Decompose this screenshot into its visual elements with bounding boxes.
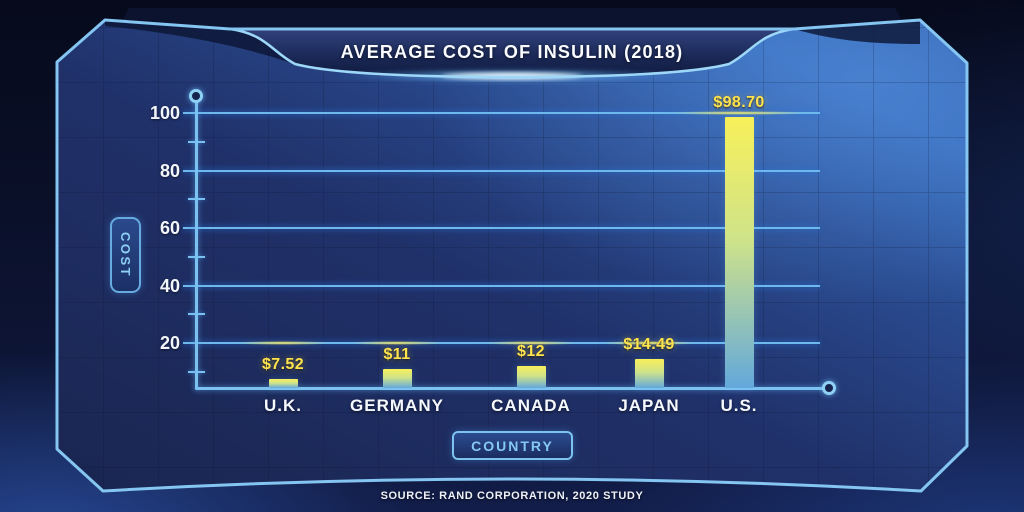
gridline-60 xyxy=(183,227,820,229)
gridline-100 xyxy=(183,112,820,114)
bar-value-uk: $7.52 xyxy=(261,355,305,373)
bar-canada xyxy=(516,366,546,388)
x-axis-title-tag: COUNTRY xyxy=(452,431,573,460)
top-strip xyxy=(117,8,907,30)
banner-shadow-right xyxy=(794,21,920,44)
x-tick-label-japan: JAPAN xyxy=(618,396,680,415)
y-tick-label-40: 40 xyxy=(159,275,180,296)
y-axis-title-tag: COST xyxy=(110,217,141,293)
y-tick-label-60: 60 xyxy=(159,218,180,238)
bar-value-japan: $14.49 xyxy=(623,335,675,353)
gridline-glow-germany xyxy=(352,341,442,345)
x-tick-label-canada: CANADA xyxy=(491,396,571,415)
x-tick-label-germany: GERMANY xyxy=(350,396,444,415)
source-note: SOURCE: RAND CORPORATION, 2020 STUDY xyxy=(380,490,644,502)
bar-germany xyxy=(382,368,412,388)
gridline-40 xyxy=(183,284,820,287)
bar-value-germany: $11 xyxy=(383,345,411,363)
y-tick-label-80: 80 xyxy=(159,160,180,181)
x-axis-title: COUNTRY xyxy=(471,437,554,454)
bar-value-canada: $12 xyxy=(517,343,545,360)
banner-shadow-left xyxy=(105,21,291,63)
gridline-glow-japan xyxy=(604,341,694,345)
bar-value-us: $98.70 xyxy=(713,93,765,111)
y-axis-line xyxy=(195,101,198,390)
x-tick-label-us: U.S. xyxy=(720,396,758,415)
y-tick-label-20: 20 xyxy=(159,333,180,353)
y-axis-end-dot xyxy=(189,89,203,103)
bar-japan xyxy=(634,358,664,388)
x-axis-end-dot xyxy=(822,381,836,395)
gridline-80 xyxy=(183,169,820,172)
title-banner xyxy=(230,29,794,77)
bar-uk xyxy=(268,378,298,388)
x-axis-line xyxy=(195,387,825,390)
y-tick-label-100: 100 xyxy=(149,103,180,123)
gridline-glow-uk xyxy=(238,341,328,345)
bar-us xyxy=(724,116,754,388)
y-axis-title: COST xyxy=(118,231,133,279)
gridline-glow-us xyxy=(674,111,804,115)
gridline-glow-canada xyxy=(486,341,576,345)
panel-border xyxy=(55,18,969,493)
chart-title: AVERAGE COST OF INSULIN (2018) xyxy=(340,42,684,62)
x-tick-label-uk: U.K. xyxy=(264,396,302,415)
